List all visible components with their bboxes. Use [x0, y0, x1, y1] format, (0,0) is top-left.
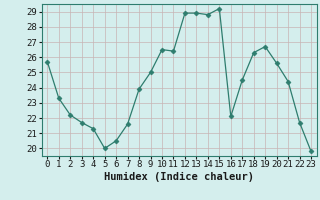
X-axis label: Humidex (Indice chaleur): Humidex (Indice chaleur): [104, 172, 254, 182]
